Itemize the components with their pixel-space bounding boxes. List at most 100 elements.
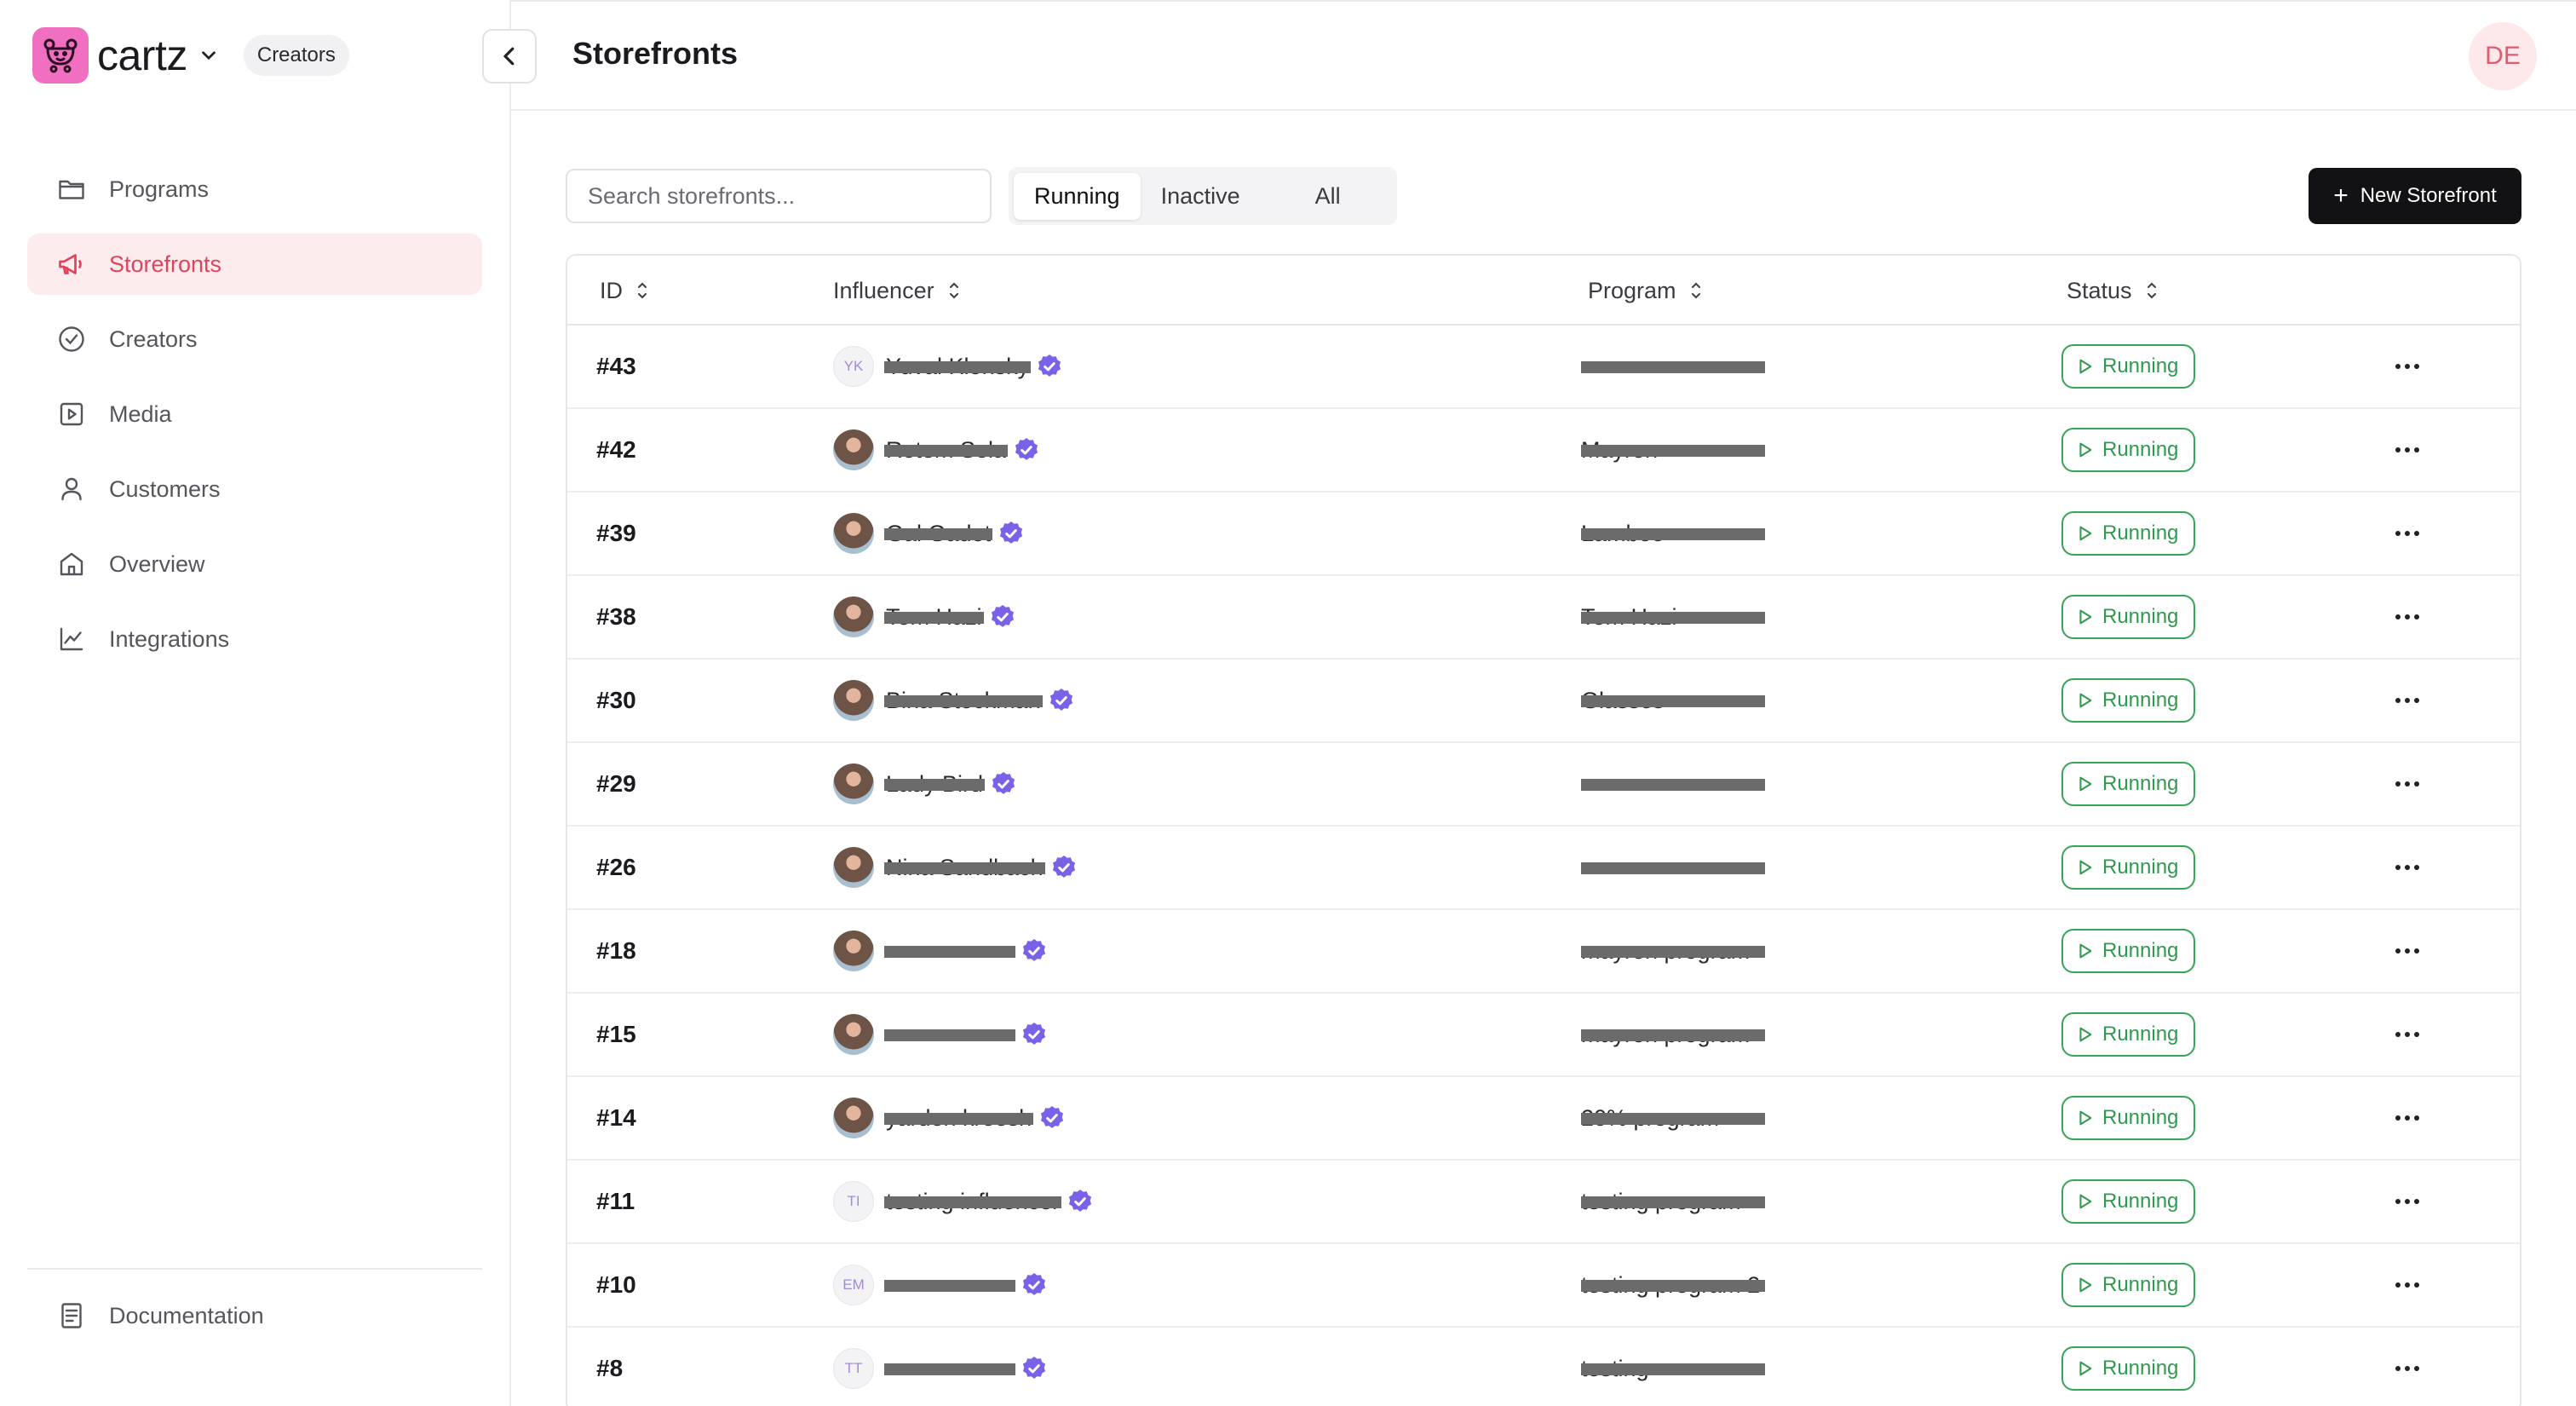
- verified-badge-icon: [1022, 939, 1046, 961]
- chevron-down-icon[interactable]: [198, 44, 220, 66]
- sidebar-item-integrations[interactable]: Integrations: [27, 608, 482, 670]
- status-badge[interactable]: Running: [2061, 595, 2196, 639]
- status-badge[interactable]: Running: [2061, 428, 2196, 472]
- storefront-id: #29: [596, 770, 636, 797]
- more-options-icon[interactable]: [2390, 349, 2424, 383]
- influencer-name[interactable]: yarden kreesh: [884, 1105, 1034, 1132]
- sidebar-item-creators[interactable]: Creators: [27, 308, 482, 370]
- sidebar-item-overview[interactable]: Overview: [27, 533, 482, 595]
- redaction-bar: [884, 1280, 1015, 1292]
- program-cell: 20% program: [1581, 1077, 1765, 1159]
- table-row[interactable]: #15 mayron program Running: [567, 994, 2520, 1077]
- influencer-name[interactable]: testing influencer: [884, 1189, 1062, 1215]
- redaction-bar: [1581, 1196, 1765, 1208]
- status-badge[interactable]: Running: [2061, 1096, 2196, 1140]
- more-options-icon[interactable]: [2390, 1268, 2424, 1302]
- column-header-id[interactable]: ID: [600, 256, 650, 326]
- influencer-name[interactable]: Gal Gadot: [884, 521, 993, 547]
- table-row[interactable]: #29 Lady Bird Running: [567, 743, 2520, 827]
- program-name: Tom Hazi: [1581, 604, 1765, 631]
- more-options-icon[interactable]: [2390, 683, 2424, 717]
- influencer-name[interactable]: Lady Bird: [884, 771, 986, 798]
- more-options-icon[interactable]: [2390, 1017, 2424, 1052]
- storefront-id: #15: [596, 1021, 636, 1047]
- column-header-program[interactable]: Program: [1588, 256, 1704, 326]
- status-badge[interactable]: Running: [2061, 1179, 2196, 1224]
- status-label: Running: [2102, 354, 2179, 377]
- more-options-icon[interactable]: [2390, 516, 2424, 550]
- avatar: [833, 1098, 874, 1138]
- play-icon: [2079, 1194, 2092, 1209]
- table-row[interactable]: #38 Tom Hazi Tom Hazi Running: [567, 576, 2520, 660]
- status-badge[interactable]: Running: [2061, 344, 2196, 389]
- status-label: Running: [2102, 605, 2179, 628]
- tab-all[interactable]: All: [1314, 182, 1341, 209]
- avatar: EM: [833, 1265, 874, 1305]
- tab-inactive[interactable]: Inactive: [1160, 182, 1240, 209]
- user-avatar[interactable]: DE: [2469, 22, 2537, 90]
- more-options-icon[interactable]: [2390, 600, 2424, 634]
- table-row[interactable]: #26 Nina Sandbach Running: [567, 827, 2520, 910]
- influencer-name[interactable]: Nina Sandbach: [884, 855, 1045, 881]
- avatar: [833, 764, 874, 804]
- influencer-name[interactable]: Rotem Sela: [884, 437, 1009, 464]
- more-options-icon[interactable]: [2390, 1351, 2424, 1386]
- sidebar-item-storefronts[interactable]: Storefronts: [27, 233, 482, 295]
- influencer-name[interactable]: Tom Hazi: [884, 604, 984, 631]
- collapse-sidebar-button[interactable]: [482, 29, 537, 84]
- avatar: YK: [833, 346, 874, 387]
- more-options-icon[interactable]: [2390, 934, 2424, 968]
- column-header-influencer[interactable]: Influencer: [833, 256, 962, 326]
- table-row[interactable]: #42 Rotem Sela Mayron Running: [567, 409, 2520, 493]
- more-options-icon[interactable]: [2390, 1101, 2424, 1135]
- status-badge[interactable]: Running: [2061, 1263, 2196, 1307]
- more-options-icon[interactable]: [2390, 1184, 2424, 1219]
- more-options-icon[interactable]: [2390, 850, 2424, 885]
- status-badge[interactable]: Running: [2061, 762, 2196, 806]
- influencer-cell: TT: [833, 1328, 1048, 1406]
- sidebar-item-documentation[interactable]: Documentation: [27, 1285, 482, 1346]
- status-cell: Running: [2061, 1328, 2196, 1406]
- status-badge[interactable]: Running: [2061, 1346, 2196, 1391]
- influencer-name[interactable]: [884, 1272, 1015, 1299]
- influencer-name[interactable]: [884, 938, 1015, 965]
- sidebar-item-customers[interactable]: Customers: [27, 458, 482, 520]
- search-input[interactable]: [566, 169, 992, 223]
- table-row[interactable]: #39 Gal Gadot Lambee Running: [567, 493, 2520, 576]
- table-row[interactable]: #11 TI testing influencer testing progra…: [567, 1161, 2520, 1244]
- table-row[interactable]: #18 mayron program Running: [567, 910, 2520, 994]
- more-options-icon[interactable]: [2390, 767, 2424, 801]
- table-row[interactable]: #10 EM testing program 2 Running: [567, 1244, 2520, 1328]
- table-row[interactable]: #30 Bina Stockman Glasses Running: [567, 660, 2520, 743]
- storefront-id: #11: [596, 1188, 635, 1214]
- redaction-bar: [1581, 445, 1765, 457]
- column-label: Influencer: [833, 277, 934, 303]
- new-storefront-button[interactable]: + New Storefront: [2309, 168, 2521, 224]
- influencer-name[interactable]: Bina Stockman: [884, 688, 1043, 714]
- table-row[interactable]: #14 yarden kreesh 20% program Running: [567, 1077, 2520, 1161]
- actions-cell: [2390, 1161, 2424, 1242]
- sidebar-item-media[interactable]: Media: [27, 383, 482, 445]
- storefront-id: #14: [596, 1104, 636, 1131]
- sort-icon: [637, 282, 647, 299]
- influencer-name[interactable]: [884, 1022, 1015, 1048]
- program-name: testing: [1581, 1356, 1765, 1382]
- avatar: [833, 1014, 874, 1055]
- status-badge[interactable]: Running: [2061, 845, 2196, 890]
- tab-running[interactable]: Running: [1014, 172, 1141, 220]
- influencer-name[interactable]: [884, 1356, 1015, 1382]
- status-badge[interactable]: Running: [2061, 678, 2196, 723]
- column-header-status[interactable]: Status: [2067, 256, 2159, 326]
- status-badge[interactable]: Running: [2061, 511, 2196, 556]
- brand[interactable]: cartz Creators: [32, 27, 349, 84]
- table-row[interactable]: #43 YK Yuval Klonsky Running: [567, 326, 2520, 409]
- play-square-icon: [56, 399, 87, 429]
- status-badge[interactable]: Running: [2061, 1012, 2196, 1057]
- status-badge[interactable]: Running: [2061, 929, 2196, 973]
- influencer-name[interactable]: Yuval Klonsky: [884, 354, 1032, 380]
- status-cell: Running: [2061, 326, 2196, 407]
- table-row[interactable]: #8 TT testing Running: [567, 1328, 2520, 1406]
- more-options-icon[interactable]: [2390, 433, 2424, 467]
- sidebar-item-label: Documentation: [109, 1302, 264, 1328]
- sidebar-item-programs[interactable]: Programs: [27, 158, 482, 220]
